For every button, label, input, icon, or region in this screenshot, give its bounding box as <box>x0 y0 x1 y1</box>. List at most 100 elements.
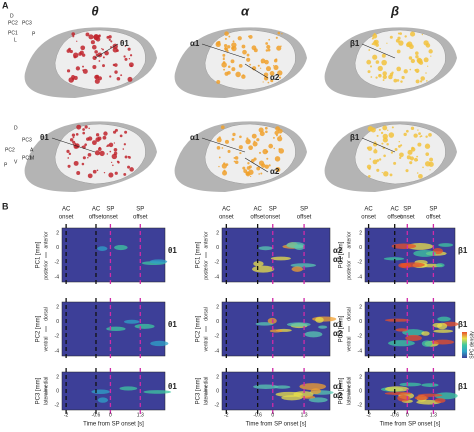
heat-blob <box>253 384 279 389</box>
label: PC3 [mm] <box>339 377 345 404</box>
label: β1 <box>350 133 360 142</box>
dot <box>415 79 420 84</box>
dot <box>425 135 428 138</box>
dot <box>110 46 112 49</box>
label: -4 <box>215 274 220 280</box>
label: -2 <box>358 402 363 408</box>
dot <box>223 44 228 48</box>
dot <box>102 56 105 59</box>
dot <box>85 32 90 37</box>
dot <box>381 171 383 174</box>
dot <box>274 130 279 136</box>
dot <box>102 48 104 51</box>
label: θ1 <box>40 133 49 142</box>
dot <box>128 62 134 68</box>
label: SPC density <box>469 331 474 359</box>
pointer <box>51 137 96 153</box>
dot <box>370 76 373 78</box>
label: AC <box>364 207 373 213</box>
dot <box>231 67 236 72</box>
label: PC1 <box>8 30 18 36</box>
dot <box>222 170 228 176</box>
dot <box>281 33 283 35</box>
label: -2 <box>358 334 363 340</box>
label: α1 <box>190 39 200 48</box>
dot <box>108 172 114 178</box>
dot <box>405 169 409 173</box>
dot <box>218 165 220 168</box>
dot <box>408 56 413 60</box>
dot <box>241 74 246 79</box>
dot <box>396 66 402 72</box>
dot <box>368 167 371 170</box>
dot <box>94 150 101 156</box>
heat-blob <box>253 260 264 267</box>
dot <box>114 128 118 132</box>
dot <box>122 148 125 150</box>
label: θ1 <box>168 320 177 329</box>
dot <box>223 68 226 71</box>
dot <box>246 137 249 140</box>
dot <box>398 40 404 46</box>
label: 0 <box>406 412 409 418</box>
dot <box>227 45 231 49</box>
dot <box>382 125 388 131</box>
dot <box>95 137 101 142</box>
dot <box>366 59 372 65</box>
dot <box>215 41 221 48</box>
heat-blob <box>150 340 169 347</box>
dot <box>73 75 78 81</box>
dot <box>91 44 97 50</box>
dot <box>74 142 77 145</box>
label: 2 <box>56 374 59 380</box>
label: 2 <box>359 304 362 310</box>
heat-blob <box>286 322 311 327</box>
dot <box>265 130 268 134</box>
dot <box>123 55 126 58</box>
label: PC3 <box>22 20 32 26</box>
pointer <box>201 43 246 59</box>
dot <box>248 140 250 142</box>
heat-blob <box>97 246 108 251</box>
dot <box>224 46 228 51</box>
dot <box>245 138 251 145</box>
dot <box>114 171 118 175</box>
dot <box>247 162 250 165</box>
dot <box>120 74 123 77</box>
label: AC <box>92 207 101 213</box>
label: AC <box>222 207 231 213</box>
dot <box>92 55 97 61</box>
label: D <box>14 125 18 131</box>
dot <box>112 130 117 134</box>
dot <box>130 65 133 67</box>
dot <box>129 54 133 57</box>
dot <box>224 139 229 144</box>
dot <box>248 145 253 151</box>
heatmap <box>221 227 331 283</box>
dot <box>94 78 100 84</box>
label: β1 <box>458 382 468 391</box>
dot <box>75 66 81 71</box>
dot <box>417 129 419 131</box>
dot <box>216 146 221 150</box>
dot <box>369 158 372 160</box>
dot <box>383 154 386 158</box>
dot <box>216 79 221 84</box>
heat-blob <box>438 243 454 247</box>
heat-blob <box>417 393 443 397</box>
heat-blob <box>399 382 422 387</box>
dot <box>386 129 389 132</box>
dot <box>378 74 382 78</box>
dot <box>81 162 85 166</box>
dot <box>423 40 429 46</box>
dot <box>127 155 130 158</box>
heat-blob <box>290 263 316 268</box>
dot <box>424 143 431 149</box>
dot <box>75 133 79 136</box>
label: anterior <box>346 231 352 248</box>
label: 1.3 <box>301 412 308 418</box>
dot <box>429 157 434 162</box>
heat-blob <box>91 389 110 395</box>
dot <box>103 131 108 136</box>
dot <box>383 171 389 177</box>
